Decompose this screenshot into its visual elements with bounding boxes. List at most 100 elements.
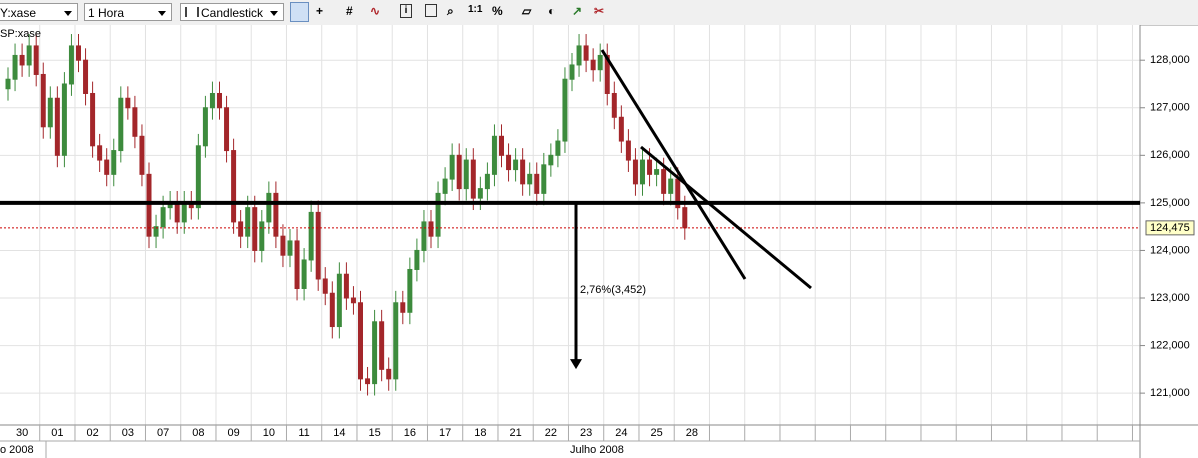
color-button[interactable]: ◐	[548, 4, 556, 18]
candle-body	[104, 159, 110, 175]
x-tick-label: 02	[86, 427, 98, 439]
crosshair-button[interactable]: +	[316, 4, 324, 18]
percent-button[interactable]: %	[492, 4, 503, 18]
candle-body	[12, 54, 18, 80]
candle-body	[365, 378, 371, 385]
candle-body	[562, 78, 568, 142]
y-tick-label: 128,000	[1150, 54, 1190, 66]
x-tick-label: 15	[368, 427, 380, 439]
candle-body	[477, 188, 483, 199]
y-tick-label: 123,000	[1150, 292, 1190, 304]
candle-body	[379, 321, 385, 370]
candle-body	[499, 135, 504, 156]
candle-body	[209, 92, 215, 109]
candle-body	[548, 154, 554, 166]
candle-body	[491, 135, 497, 175]
candle-body	[19, 54, 25, 66]
x-tick-label: 14	[333, 427, 345, 439]
chart: SP:xase 121,000 122,000 123,000 124,000 125,…	[0, 25, 1198, 458]
candle-body	[97, 145, 103, 161]
x-tick-label: 11	[298, 427, 309, 439]
last-price-label: 124,475	[1150, 222, 1190, 234]
candle-body	[195, 145, 201, 209]
candle-body	[111, 150, 117, 175]
candle-body	[470, 159, 476, 199]
candle-body	[68, 45, 74, 85]
candle-icon	[185, 7, 199, 17]
candle-body	[541, 164, 547, 194]
candle-body	[26, 45, 32, 66]
measure-arrow-head	[570, 359, 582, 370]
candle-body	[5, 78, 11, 90]
candle-body	[668, 178, 674, 194]
candle-body	[400, 302, 406, 313]
zoom-button[interactable]: ⌕	[447, 4, 454, 18]
candle-body	[520, 159, 526, 185]
candle-body	[238, 221, 244, 237]
trendline	[640, 145, 812, 290]
style-select[interactable]: Candlestick	[180, 3, 284, 21]
candle-body	[224, 107, 230, 152]
candle-body	[322, 278, 328, 294]
x-tick-label: 24	[615, 427, 627, 439]
month-label: Julho 2008	[570, 444, 624, 456]
y-tick-label: 121,000	[1150, 387, 1190, 399]
eraser-button[interactable]: ▱	[522, 4, 532, 18]
candle-body	[640, 159, 645, 185]
info-button[interactable]: i	[400, 4, 412, 18]
candle-body	[654, 169, 660, 175]
candle-body	[611, 92, 617, 118]
candle-body	[463, 159, 469, 190]
candle-body	[576, 45, 582, 66]
candle-body	[301, 259, 307, 289]
candle-body	[118, 97, 124, 152]
candle-body	[273, 192, 279, 237]
plot-area	[0, 25, 1140, 425]
y-tick-label: 124,000	[1150, 244, 1190, 256]
candle-body	[350, 297, 356, 304]
candle-body	[555, 140, 561, 156]
draw-button[interactable]: ↗	[572, 4, 583, 18]
grid-button[interactable]: #	[346, 4, 353, 18]
candle-body	[61, 83, 67, 156]
candle-body	[597, 54, 603, 71]
window-button[interactable]	[425, 4, 437, 17]
candle-body	[202, 107, 208, 147]
candle-body	[569, 64, 575, 80]
candle-body	[174, 202, 180, 223]
candle-body	[217, 92, 222, 109]
trendline	[600, 49, 747, 280]
candle-body	[280, 235, 286, 256]
candle-body	[329, 292, 335, 328]
symbol-select[interactable]: Y:xase	[0, 3, 78, 21]
candle-body	[287, 240, 293, 256]
candle-body	[294, 240, 300, 289]
pointer-button[interactable]	[290, 2, 309, 22]
candle-body	[661, 169, 667, 194]
candle-body	[336, 273, 342, 328]
candle-body	[125, 97, 131, 109]
measure-label: 2,76%(3,452)	[580, 284, 646, 296]
candle-body	[33, 45, 39, 75]
y-tick-label: 125,000	[1150, 197, 1190, 209]
candle-body	[435, 192, 441, 237]
tools-button[interactable]: ✂	[594, 4, 605, 18]
indicator-button[interactable]: ∿	[370, 4, 381, 18]
candle-body	[266, 192, 272, 223]
zoom-reset-button[interactable]: 1:1	[468, 4, 483, 15]
candle-body	[181, 202, 187, 223]
candle-body	[456, 154, 462, 190]
toolbar: Y:xase 1 Hora Candlestick + # ∿ i ⌕ 1:1 …	[0, 0, 1198, 26]
candle-body	[428, 221, 434, 237]
last-price-box	[1145, 220, 1195, 236]
candle-body	[40, 73, 46, 128]
candle-body	[315, 211, 321, 280]
candle-body	[132, 107, 138, 137]
candle-body	[449, 154, 455, 180]
candle-body	[484, 173, 490, 190]
candle-body	[590, 59, 596, 71]
interval-select[interactable]: 1 Hora	[84, 3, 172, 21]
candle-body	[139, 135, 145, 175]
candle-body	[160, 207, 166, 228]
